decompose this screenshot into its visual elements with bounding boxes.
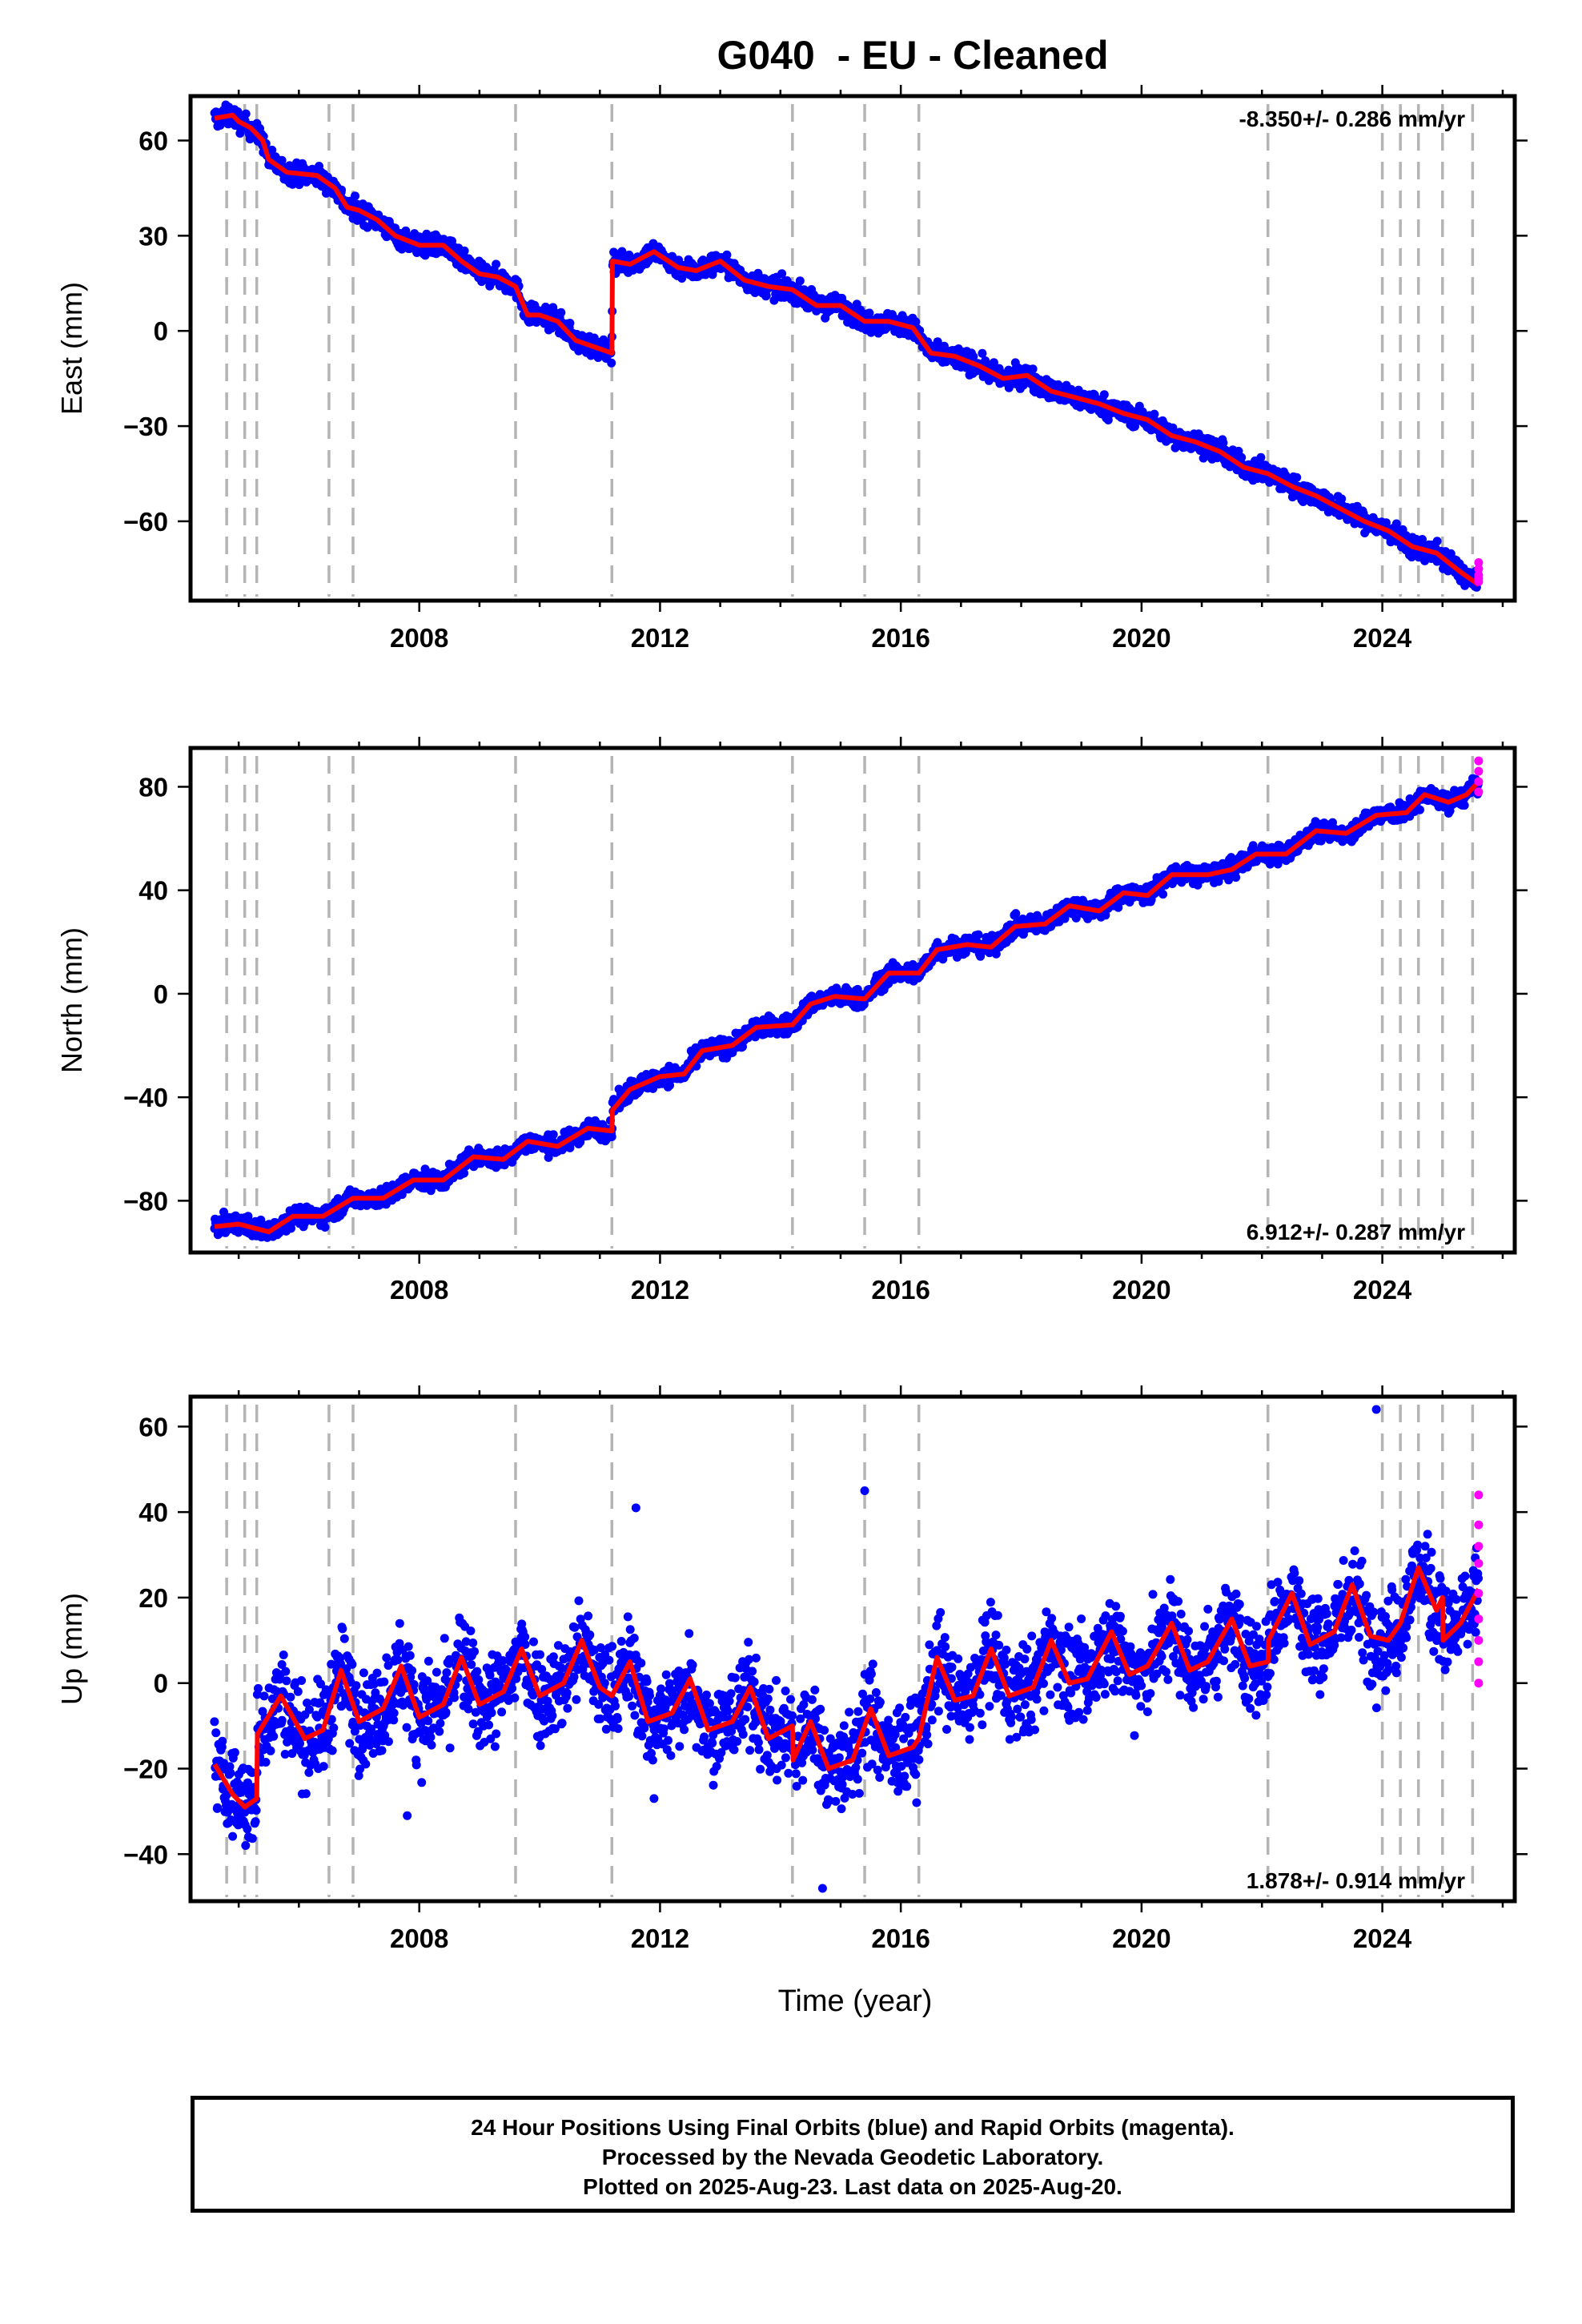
data-point [397, 1190, 407, 1200]
data-point [722, 250, 732, 259]
data-point [492, 259, 501, 269]
data-point [777, 269, 787, 279]
x-tick-label: 2024 [1353, 623, 1412, 653]
page-title: G040 - EU - Cleaned [717, 33, 1109, 78]
y-tick-label: −30 [123, 412, 168, 441]
data-point [1150, 409, 1159, 419]
y-tick-label: 0 [154, 316, 168, 346]
data-point [1114, 903, 1123, 912]
data-point [548, 1130, 558, 1140]
data-point [460, 1168, 469, 1178]
data-point [668, 251, 677, 261]
data-point [420, 251, 430, 260]
data-point [1011, 909, 1021, 919]
data-point [978, 348, 987, 358]
data-point [1219, 438, 1228, 448]
data-point [1214, 877, 1223, 887]
data-point [460, 246, 469, 255]
y-tick-label: −60 [123, 507, 168, 537]
data-point [1418, 535, 1427, 544]
data-point [565, 319, 575, 328]
data-point [795, 276, 805, 286]
data-point [544, 1152, 553, 1162]
data-point [243, 1212, 253, 1221]
data-point [320, 1223, 330, 1232]
x-tick-label: 2012 [631, 623, 689, 653]
y-axis-label: East (mm) [55, 282, 88, 415]
data-point [1101, 911, 1110, 920]
data-point [1158, 890, 1168, 899]
x-tick-label: 2016 [871, 623, 930, 653]
data-point [1224, 875, 1234, 885]
final-orbit-points [210, 100, 1483, 592]
data-point [1256, 452, 1266, 462]
rapid-orbit-point [1474, 577, 1484, 586]
final-orbit-points [210, 774, 1483, 1242]
data-point [219, 1207, 228, 1216]
data-point [761, 291, 771, 300]
data-point [1237, 452, 1247, 462]
rapid-orbit-point [1474, 557, 1484, 567]
data-point [556, 308, 566, 317]
data-point [607, 1132, 616, 1141]
data-point [1292, 472, 1302, 482]
y-tick-label: 60 [139, 126, 168, 155]
data-point [241, 109, 251, 119]
data-point [464, 1145, 474, 1155]
data-point [1028, 364, 1038, 374]
plot-frame [188, 94, 1517, 603]
data-point [1099, 390, 1109, 400]
data-point [974, 930, 983, 939]
x-tick-label: 2020 [1112, 623, 1170, 653]
x-tick-label: 2008 [390, 623, 448, 653]
data-point [1432, 537, 1442, 546]
data-point [422, 229, 432, 239]
data-point [991, 949, 1001, 959]
data-point [1060, 914, 1070, 923]
y-tick-label: 30 [139, 221, 168, 251]
rate-annotation: -8.350+/- 0.286 mm/yr [1239, 107, 1465, 131]
data-point [969, 352, 978, 361]
model-line [214, 112, 1480, 587]
data-point [1231, 873, 1241, 883]
data-point [351, 191, 359, 201]
data-point [267, 145, 277, 155]
data-point [1248, 841, 1258, 850]
east-chart: 2008 2012 2016 2020 2024 60 30 0 −30 −60 East (mm)… [55, 85, 1528, 653]
data-point [607, 358, 616, 368]
rapid-orbit-point [1474, 564, 1484, 573]
